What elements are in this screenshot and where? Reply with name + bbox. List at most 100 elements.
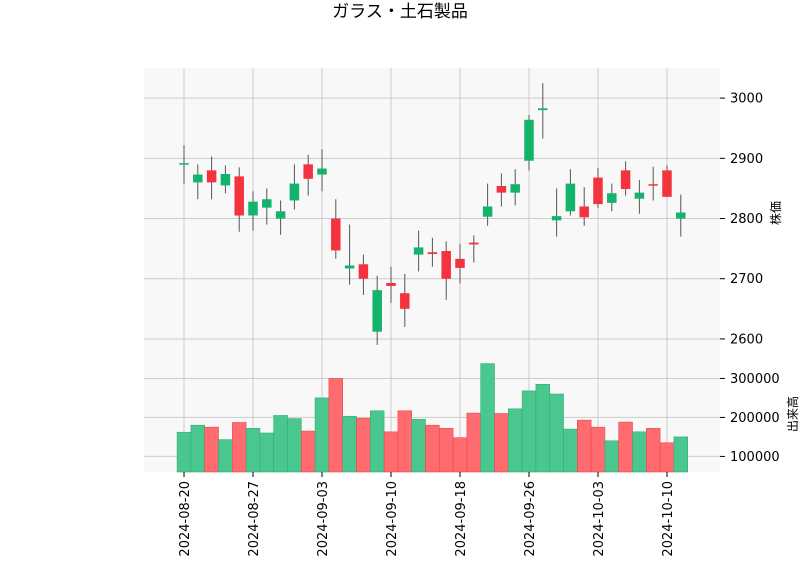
candle [179,145,189,184]
candle [482,183,493,226]
candle [262,188,272,225]
candle-body [455,258,465,268]
volume-bar [659,442,675,473]
candle-body [607,193,617,203]
volume-y-tick-label: 200000 [730,411,780,426]
volume-bar [618,421,633,473]
candle [620,161,631,196]
volume-bar [273,415,288,473]
candle [524,114,534,171]
candle-body [510,184,520,193]
candle-body [303,164,313,179]
candle-body [593,177,603,205]
volume-bar [673,436,689,473]
volume-panel: 100000 200000 300000 出来高 [144,357,800,473]
candle-body [579,206,589,218]
candle [317,149,327,192]
volume-bar [590,426,606,473]
volume-bar [494,413,509,473]
volume-bar [507,408,523,473]
volume-bar [645,428,661,473]
volume-bar [287,418,302,473]
x-axis-ticks: 2024-08-20 2024-08-27 2024-09-03 2024-09-10… [178,472,676,557]
candle-body [538,108,548,111]
candle-body [206,170,217,183]
candle [496,173,507,207]
candle [344,224,355,285]
candle [358,254,369,295]
x-tick-label: 2024-10-03 [592,481,607,557]
x-tick-label: 2024-08-20 [178,481,193,557]
candle [648,166,658,201]
candle [662,165,672,197]
candle [455,243,465,284]
candle [579,187,589,226]
candle-body [344,265,355,269]
candle-body [441,251,451,279]
x-tick-label: 2024-10-10 [661,481,676,557]
candle-body [248,201,258,216]
candle-body [358,264,369,279]
candle-body [179,163,189,165]
volume-bar [356,417,371,473]
volume-bar [466,412,481,473]
candle-body [427,252,438,255]
volume-bar [535,383,551,473]
candle-body [317,168,327,175]
candle [206,156,217,200]
volume-bar [190,424,205,473]
candle [676,194,686,237]
volume-y-axis-label: 出来高 [785,396,800,432]
candle [248,191,258,231]
chart-title: ガラス・土石製品 [332,2,468,22]
volume-bar [452,437,468,473]
volume-bar [259,432,274,473]
candle-body [620,170,631,190]
volume-y-ticks: 100000 200000 300000 [720,372,780,465]
volume-bar [397,410,412,473]
price-panel-background [144,68,720,357]
volume-bar [342,415,357,473]
volume-bar [176,431,192,473]
candle [275,200,286,235]
candle-body [386,282,396,286]
volume-bar [218,439,233,473]
candle-body [289,183,300,201]
price-y-tick-label: 2600 [730,332,763,347]
volume-bar [411,419,426,473]
candle [193,164,203,200]
volume-bar [576,419,592,473]
volume-bar [549,393,564,473]
candle [607,183,617,212]
volume-bar [369,410,385,473]
volume-bar [438,428,454,473]
x-tick-label: 2024-09-18 [454,481,469,557]
candle-body [262,199,272,208]
price-y-tick-label: 3000 [730,92,763,107]
candle [386,266,396,303]
candle-body [193,174,203,183]
candle-body [234,176,244,216]
volume-bar [521,390,537,473]
candle [551,188,562,237]
price-candles [179,83,686,345]
candle-body [496,186,507,193]
candle-body [372,290,382,332]
candle-body [275,211,286,219]
price-y-tick-label: 2900 [730,152,763,167]
volume-y-tick-label: 100000 [730,450,780,465]
candle-body [400,293,410,309]
price-y-axis-label: 株価 [768,201,783,225]
candle-body [524,119,534,161]
candle [372,275,382,345]
candle [565,169,576,216]
candle [303,154,313,196]
candle-body [565,183,576,212]
candle [593,167,603,209]
candle-body [331,218,341,251]
candle-body [220,173,231,186]
volume-bar [632,431,647,473]
volume-bar [480,363,495,473]
price-panel: 2600 2700 2800 2900 3000 株価 [144,68,783,357]
